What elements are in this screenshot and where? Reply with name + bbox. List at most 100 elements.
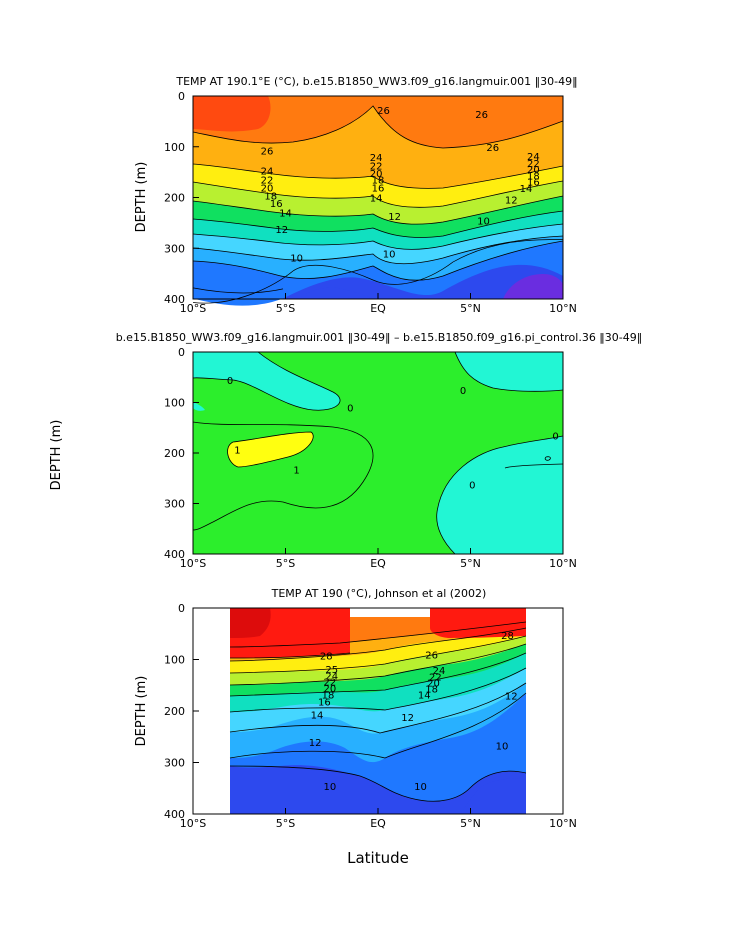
panel-top-contour-label: 24	[527, 152, 540, 163]
panel-top-y-tick-label: 400	[164, 293, 185, 306]
panel-bottom-contour-label: 28	[501, 631, 514, 642]
panel-middle-contour-1	[227, 431, 314, 468]
panel-top-contour-label: 16	[270, 199, 283, 210]
panel-top-contour-label: 14	[279, 209, 292, 220]
panel-middle-contour-0a	[192, 351, 341, 411]
panel-middle-contour-label: 1	[234, 445, 240, 456]
panel-middle-contour-label: 0	[227, 376, 233, 387]
panel-bottom-contour-label: 16	[318, 698, 331, 709]
panel-top-contour-label: 26	[377, 106, 390, 117]
panel-bottom-contour-label: 24	[325, 671, 338, 682]
panel-top-contour-label: 14	[520, 184, 533, 195]
panel-bottom-x-tick-label: 10°N	[549, 817, 577, 830]
panel-top-contour-24	[192, 163, 564, 189]
panel-bottom-contour-16	[229, 667, 527, 713]
panel-middle-y-tick-label: 0	[178, 346, 185, 359]
panel-bottom-band-cold	[460, 778, 526, 814]
panel-bottom-y-tick-label: 400	[164, 808, 185, 821]
panel-bottom-contour-label: 22	[429, 672, 442, 683]
panel-top-contour-16	[192, 223, 564, 250]
panel-bottom-x-tick-label: 10°S	[180, 817, 206, 830]
panel-top-axes: 10°S 5°S EQ 5°N 10°N 0 100 200 300 400	[164, 90, 577, 315]
panel-bottom-contour-label: 12	[505, 692, 518, 703]
panel-top-band-26-27	[193, 96, 563, 148]
panel-top-y-tick-label: 200	[164, 192, 185, 205]
panel-top-x-tick-label: 5°S	[276, 302, 295, 315]
panel-middle-contour-0c	[436, 435, 564, 555]
panel-middle-contour-label: 0	[460, 386, 466, 397]
panel-bottom-x-tick-label: 5°N	[460, 817, 481, 830]
panel-bottom-contour-label: 20	[427, 679, 440, 690]
panel-middle-region-neg-edge	[193, 402, 205, 411]
panel-top-x-tick-label: 5°N	[460, 302, 481, 315]
panel-top-contour-18	[192, 210, 564, 238]
panel-bottom-y-tick-label: 200	[164, 705, 185, 718]
panel-middle-contour-label: 1	[293, 466, 299, 477]
panel-top-contour-label: 20	[527, 165, 540, 176]
panel-top-band-warm-core	[193, 96, 271, 132]
panel-bottom-contour-label: 22	[324, 678, 337, 689]
panel-top-contour-label: 16	[527, 177, 540, 188]
panel-bottom-ylabel: DEPTH (m)	[134, 676, 149, 747]
panel-top-contour-label: 22	[261, 176, 274, 187]
panel-middle-contour-label: 0	[347, 404, 353, 415]
panel-bottom-contour-label: 12	[309, 738, 322, 749]
panel-top-contour-label: 12	[505, 196, 518, 207]
panel-bottom-contour-label: 28	[320, 651, 333, 662]
panel-top-contour-label: 10	[383, 249, 396, 260]
panel-top-contour-labels: 26 26262624222018161412102422201816141210…	[261, 106, 540, 264]
panel-top-contour-label: 22	[370, 162, 383, 173]
panel-middle-y-tick-label: 200	[164, 447, 185, 460]
panel-bottom-y-tick-label: 300	[164, 757, 185, 770]
panel-middle-x-tick-label: EQ	[370, 557, 386, 570]
panel-bottom-y-tick-label: 100	[164, 654, 185, 667]
panel-bottom: TEMP AT 190 (°C), Johnson et al (2002)	[134, 587, 577, 830]
panel-top-contour-label: 10	[477, 216, 490, 227]
panel-middle-x-tick-label: 5°S	[276, 557, 295, 570]
x-axis-label: Latitude	[347, 849, 409, 867]
panel-top-contour-10b	[192, 239, 564, 304]
panel-top-y-tick-label: 0	[178, 90, 185, 103]
panel-top-contour-14	[192, 235, 564, 265]
panel-top-contour-label: 26	[475, 110, 488, 121]
panel-top-contour-label: 20	[261, 183, 274, 194]
panel-top-contour-label: 24	[370, 153, 383, 164]
panel-top-contour-label: 14	[370, 194, 383, 205]
panel-middle-contour-0d	[192, 421, 374, 531]
panel-bottom-band-darkred	[230, 608, 271, 638]
panel-bottom-contour-label: 14	[311, 711, 324, 722]
panel-middle-contour-labels: 0 0 0 0 0 1 1	[227, 376, 559, 492]
panel-top-contour-label: 18	[264, 191, 277, 202]
panel-middle-contour-label: 0	[469, 480, 475, 491]
panel-top-y-tick-label: 100	[164, 141, 185, 154]
panel-middle-x-tick-label: 10°N	[549, 557, 577, 570]
panel-top-contour-12	[192, 240, 564, 281]
panel-top-y-tick-label: 300	[164, 242, 185, 255]
panel-top-title: TEMP AT 190.1°E (°C), b.e15.B1850_WW3.f0…	[175, 75, 577, 88]
panel-bottom-contour-14	[229, 682, 527, 734]
panel-bottom-title: TEMP AT 190 (°C), Johnson et al (2002)	[271, 587, 487, 600]
panel-bottom-contour-label: 10	[496, 742, 509, 753]
panel-bottom-contour-label: 24	[433, 666, 446, 677]
panel-middle-contour-0b	[454, 351, 564, 392]
panel-top: TEMP AT 190.1°E (°C), b.e15.B1850_WW3.f0…	[134, 75, 578, 315]
panel-middle-region-pos1	[227, 432, 314, 467]
panel-middle-region-neg-right	[436, 436, 563, 554]
panel-bottom-x-tick-label: EQ	[370, 817, 386, 830]
panel-bottom-x-tick-label: 5°S	[276, 817, 295, 830]
panel-middle-region-neg-topleft	[193, 352, 341, 411]
panel-middle-ylabel: DEPTH (m)	[49, 420, 64, 491]
panel-top-contour-label: 26	[261, 146, 274, 157]
panel-top-x-tick-label: 10°S	[180, 302, 206, 315]
panel-top-contour-10	[192, 287, 284, 294]
panel-top-band-deep-bump	[298, 287, 378, 299]
panel-bottom-contour-28	[229, 652, 351, 659]
panel-top-x-tick-label: EQ	[370, 302, 386, 315]
panel-bottom-contour-label: 20	[324, 684, 337, 695]
panel-bottom-contour-label: 18	[425, 684, 438, 695]
panel-top-contour-label: 18	[372, 176, 385, 187]
panel-top-contour-26	[192, 105, 564, 149]
